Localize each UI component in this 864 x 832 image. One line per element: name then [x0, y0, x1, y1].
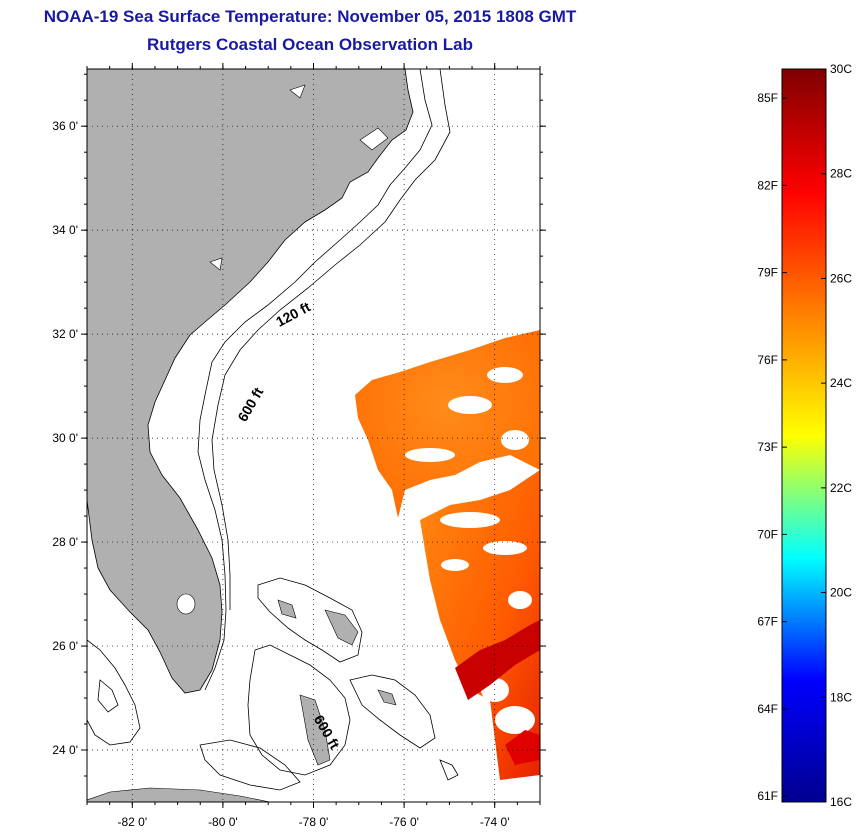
colorbar-celsius-label: 30C [830, 62, 852, 76]
temperature-colorbar: 30C 28C 26C 24C 22C 20C 18C 16C 85F 82F 79F 76F 73F 7… [757, 62, 852, 809]
lake-okeechobee [176, 593, 196, 615]
colorbar-celsius-label: 16C [830, 795, 852, 809]
lon-tick-label: -80 0' [208, 815, 238, 829]
lat-tick-label: 36 0' [52, 119, 78, 133]
colorbar-fahrenheit-label: 61F [757, 789, 778, 803]
graticule [87, 69, 540, 802]
colorbar-fahrenheit-label: 79F [757, 266, 778, 280]
lat-tick-label: 30 0' [52, 431, 78, 445]
colorbar-fahrenheit-label: 76F [757, 353, 778, 367]
colorbar-fahrenheit-label: 85F [757, 91, 778, 105]
lon-tick-label: -78 0' [299, 815, 329, 829]
colorbar-celsius-label: 18C [830, 690, 852, 704]
bahamas-islands [277, 599, 397, 766]
map-title: NOAA-19 Sea Surface Temperature: Novembe… [43, 7, 577, 26]
pamlico-sound [359, 127, 389, 151]
lon-tick-label: -76 0' [389, 815, 419, 829]
lat-tick-label: 24 0' [52, 743, 78, 757]
colorbar-scale [781, 68, 827, 803]
colorbar-fahrenheit-label: 70F [757, 527, 778, 541]
lat-tick-label: 26 0' [52, 639, 78, 653]
isobath-contours [87, 69, 459, 791]
lat-tick-label: 34 0' [52, 223, 78, 237]
lon-tick-label: -82 0' [117, 815, 147, 829]
map-subtitle: Rutgers Coastal Ocean Observation Lab [147, 35, 473, 54]
sst-warm-core [455, 620, 540, 700]
colorbar-fahrenheit-label: 82F [757, 178, 778, 192]
lon-tick-label: -74 0' [480, 815, 510, 829]
colorbar-fahrenheit-label: 64F [757, 702, 778, 716]
lat-tick-label: 28 0' [52, 535, 78, 549]
colorbar-fahrenheit-label: 73F [757, 440, 778, 454]
lat-tick-label: 32 0' [52, 327, 78, 341]
colorbar-celsius-label: 20C [830, 586, 852, 600]
colorbar-celsius-label: 26C [830, 271, 852, 285]
land-us-southeast [87, 69, 414, 694]
colorbar-celsius-label: 28C [830, 167, 852, 181]
colorbar-fahrenheit-label: 67F [757, 615, 778, 629]
colorbar-celsius-label: 22C [830, 481, 852, 495]
colorbar-celsius-label: 24C [830, 376, 852, 390]
